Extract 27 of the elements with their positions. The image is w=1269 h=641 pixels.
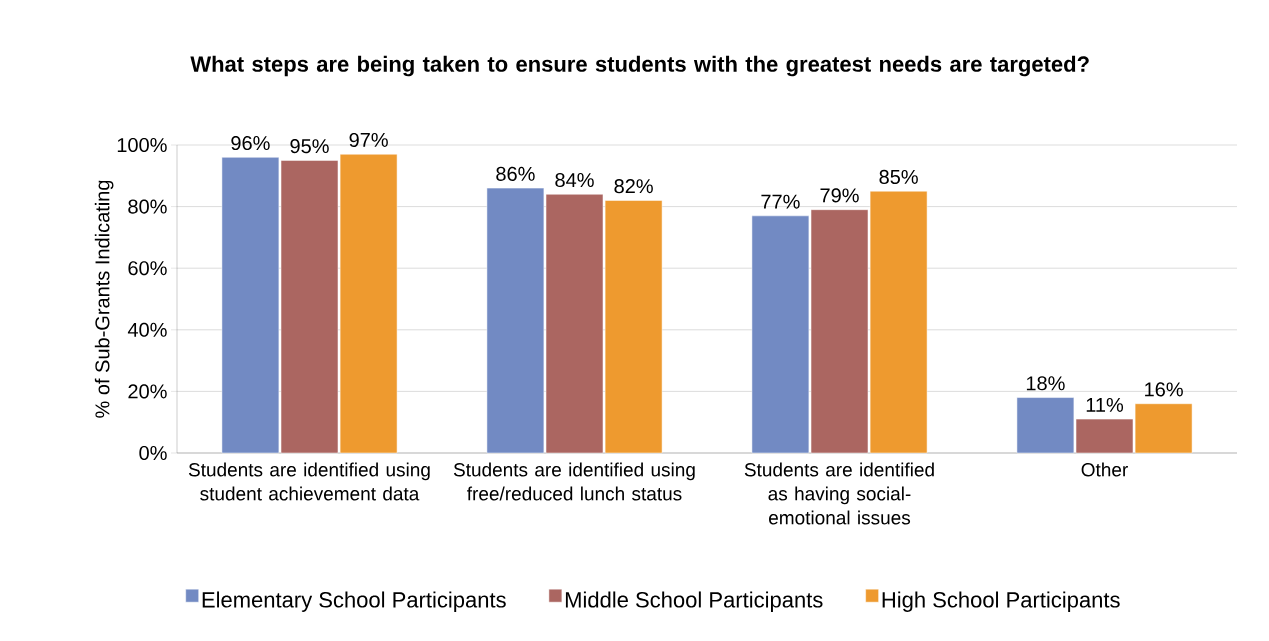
y-tick-label: 40%	[127, 322, 167, 337]
data-label: 82%	[614, 179, 653, 194]
data-label: 96%	[231, 135, 270, 151]
x-tick-label: Students are identified using student achievement data	[188, 462, 430, 501]
data-label: 85%	[879, 169, 918, 184]
data-label: 77%	[761, 194, 800, 209]
y-tick-label: 0%	[139, 445, 167, 461]
data-label: 16%	[1145, 382, 1183, 397]
legend-label: Middle School Participants	[565, 591, 823, 612]
y-axis-title: % of Sub-Grants Indicating	[94, 180, 114, 418]
data-label: 79%	[820, 188, 859, 203]
y-tick-label: 80%	[128, 199, 167, 214]
data-label: 95%	[290, 139, 329, 154]
data-label: 97%	[349, 132, 388, 148]
data-label: 84%	[555, 172, 594, 188]
legend-label: Elementary School Participants	[202, 591, 506, 612]
y-tick-label: 20%	[128, 384, 167, 399]
x-tick-label: Students are identified as having social-emotional issues	[744, 462, 934, 525]
data-label: 18%	[1026, 376, 1065, 391]
x-tick-label: Students are identified using free/reduced lunch status	[453, 462, 695, 501]
x-tick-label: Other	[1081, 462, 1128, 477]
y-tick-label: 100%	[117, 137, 167, 153]
data-label: 86%	[496, 166, 535, 181]
chart-title: What steps are being taken to ensure students with the greatest needs are targeted?	[190, 55, 1089, 77]
data-label: 11%	[1086, 397, 1124, 412]
y-tick-label: 60%	[128, 261, 167, 276]
legend-label: High School Participants	[882, 591, 1120, 612]
